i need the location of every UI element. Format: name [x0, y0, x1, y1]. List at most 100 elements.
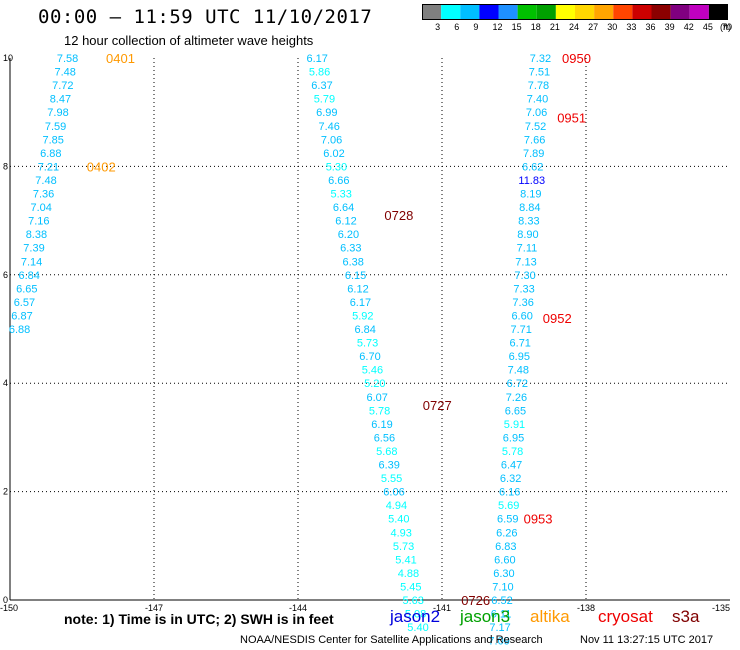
data-point-cryosat: 11.83: [518, 175, 545, 187]
data-point-altika: 7.98: [47, 107, 68, 119]
time-label: 0953: [524, 512, 553, 527]
x-tick-label: -147: [145, 603, 163, 613]
data-point-s3a: 6.12: [347, 283, 368, 295]
data-point-cryosat: 7.40: [527, 94, 548, 106]
data-point-cryosat: 7.71: [510, 324, 531, 336]
data-point-s3a: 6.07: [366, 392, 387, 404]
colorbar-swatch: [632, 4, 652, 20]
data-point-altika: 6.65: [16, 283, 37, 295]
colorbar-label: 9: [473, 22, 479, 32]
data-point-s3a: 7.06: [321, 134, 342, 146]
data-point-s3a: 5.55: [381, 473, 402, 485]
data-point-altika: 6.87: [11, 310, 32, 322]
colorbar-label: 15: [511, 22, 522, 32]
y-tick-label: 4: [3, 378, 8, 388]
colorbar-swatch: [517, 4, 537, 20]
data-point-cryosat: 7.48: [508, 365, 529, 377]
data-point-s3a: 6.37: [311, 80, 332, 92]
data-point-cryosat: 6.47: [501, 460, 522, 472]
units-note: note: 1) Time is in UTC; 2) SWH is in fe…: [64, 611, 334, 627]
data-point-altika: 6.84: [18, 270, 39, 282]
data-point-cryosat: 7.32: [530, 53, 551, 65]
data-point-altika: 6.88: [40, 148, 61, 160]
data-point-cryosat: 6.95: [509, 351, 530, 363]
data-point-cryosat: 7.51: [529, 67, 550, 79]
x-tick-label: -150: [0, 603, 18, 613]
data-point-cryosat: 5.78: [502, 446, 523, 458]
data-point-s3a: 4.88: [398, 568, 419, 580]
data-point-s3a: 5.40: [388, 514, 409, 526]
satellite-legend-altika: altika: [530, 607, 570, 626]
y-tick-label: 2: [3, 487, 8, 497]
data-point-s3a: 6.99: [316, 107, 337, 119]
colorbar-swatch: [575, 4, 595, 20]
colorbar-swatch: [708, 4, 728, 20]
colorbar-swatch: [555, 4, 575, 20]
time-label: 0402: [87, 159, 116, 174]
colorbar-label: 70: [722, 22, 733, 32]
data-point-cryosat: 7.78: [528, 80, 549, 92]
data-point-s3a: 5.63: [402, 595, 423, 607]
satellite-legend-jason2: jason2: [390, 607, 441, 626]
data-point-altika: 7.39: [23, 243, 44, 255]
colorbar-swatch: [651, 4, 671, 20]
data-point-altika: 7.04: [30, 202, 51, 214]
colorbar-border: [422, 4, 728, 20]
data-point-s3a: 5.41: [395, 554, 416, 566]
data-point-altika: 7.59: [45, 121, 66, 133]
data-point-s3a: 6.17: [306, 53, 327, 65]
tick-labels: -150 -147 -144 -141 -138 -135 0 2 4 6 8 10: [0, 53, 730, 613]
colorbar-swatch: [670, 4, 690, 20]
data-point-s3a: 5.86: [309, 67, 330, 79]
colorbar-label: 30: [607, 22, 618, 32]
data-point-altika: 7.85: [42, 134, 63, 146]
data-point-s3a: 6.64: [333, 202, 354, 214]
data-point-s3a: 5.92: [352, 310, 373, 322]
y-tick-label: 0: [3, 595, 8, 605]
data-point-altika: 7.36: [33, 189, 54, 201]
data-point-cryosat: 6.16: [499, 487, 520, 499]
data-point-s3a: 6.39: [378, 460, 399, 472]
data-point-s3a: 6.66: [328, 175, 349, 187]
colorbar-swatch: [594, 4, 614, 20]
generated-timestamp: Nov 11 13:27:15 UTC 2017: [580, 634, 714, 646]
data-point-cryosat: 6.32: [500, 473, 521, 485]
data-point-cryosat: 7.10: [492, 581, 513, 593]
data-point-cryosat: 6.26: [496, 527, 517, 539]
colorbar-label: 18: [530, 22, 541, 32]
data-point-cryosat: 6.95: [503, 432, 524, 444]
data-point-altika: 6.57: [14, 297, 35, 309]
data-point-s3a: 5.30: [326, 161, 347, 173]
time-label: 0951: [557, 111, 586, 126]
data-point-s3a: 6.19: [371, 419, 392, 431]
time-label: 0952: [543, 311, 572, 326]
colorbar-label: 21: [549, 22, 560, 32]
data-point-altika: 7.58: [57, 53, 78, 65]
colorbar-label: 12: [492, 22, 503, 32]
data-point-cryosat: 7.26: [506, 392, 527, 404]
x-tick-label: -135: [712, 603, 730, 613]
data-point-cryosat: 6.62: [522, 161, 543, 173]
data-point-altika: 8.47: [50, 94, 71, 106]
chart-title: 00:00 – 11:59 UTC 11/10/2017: [38, 6, 373, 28]
data-point-cryosat: 6.83: [495, 541, 516, 553]
data-point-altika: 6.88: [9, 324, 30, 336]
data-point-cryosat: 5.91: [504, 419, 525, 431]
colorbar-swatch: [460, 4, 480, 20]
data-point-s3a: 7.46: [318, 121, 339, 133]
data-point-cryosat: 8.19: [520, 189, 541, 201]
satellite-legend-s3a: s3a: [672, 607, 700, 626]
data-point-cryosat: 6.30: [493, 568, 514, 580]
data-point-cryosat: 6.52: [491, 595, 512, 607]
colorbar-label: 39: [664, 22, 675, 32]
data-point-cryosat: 7.89: [523, 148, 544, 160]
y-tick-label: 8: [3, 161, 8, 171]
time-label: 0727: [423, 398, 452, 413]
data-point-s3a: 5.08: [405, 609, 426, 621]
data-point-cryosat: 7.52: [525, 121, 546, 133]
data-point-altika: 7.21: [38, 161, 59, 173]
time-label: 0401: [106, 51, 135, 66]
data-point-s3a: 5.46: [362, 365, 383, 377]
data-point-cryosat: 7.06: [526, 107, 547, 119]
